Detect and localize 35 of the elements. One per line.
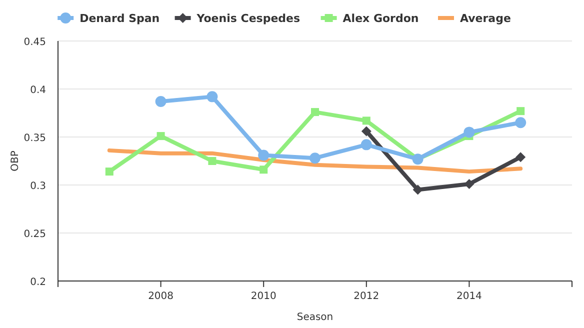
point	[310, 152, 320, 164]
x-tick-label: 2008	[148, 291, 174, 302]
x-axis-title: Season	[296, 312, 334, 323]
point	[311, 108, 319, 116]
y-tick-label: 0.4	[30, 85, 46, 96]
point	[360, 139, 372, 150]
legend-label: Yoenis Cespedes	[196, 12, 300, 25]
y-axis-title: OBP	[10, 150, 21, 172]
point	[258, 150, 270, 161]
point	[516, 107, 525, 116]
y-tick-label: 0.2	[30, 277, 46, 288]
point	[260, 166, 268, 174]
point	[516, 152, 526, 162]
point	[464, 179, 474, 190]
point	[208, 157, 216, 165]
y-tick-label: 0.3	[30, 181, 46, 192]
y-tick-label: 0.25	[24, 229, 46, 240]
x-tick-label: 2014	[456, 291, 482, 302]
y-tick-label: 0.35	[24, 133, 46, 144]
legend-label: Alex Gordon	[342, 12, 419, 25]
point	[156, 132, 165, 140]
point	[362, 116, 370, 125]
y-tick-label: 0.45	[24, 37, 46, 48]
x-tick-label: 2010	[250, 291, 276, 302]
x-tick-label: 2012	[354, 291, 380, 302]
point	[361, 126, 372, 136]
legend-label: Average	[460, 12, 511, 25]
legend-label: Denard Span	[80, 12, 160, 25]
point	[155, 96, 166, 107]
point	[464, 126, 475, 138]
line-series	[107, 148, 523, 174]
point	[515, 117, 526, 128]
point	[412, 184, 423, 195]
point	[206, 91, 218, 102]
point	[105, 168, 114, 176]
